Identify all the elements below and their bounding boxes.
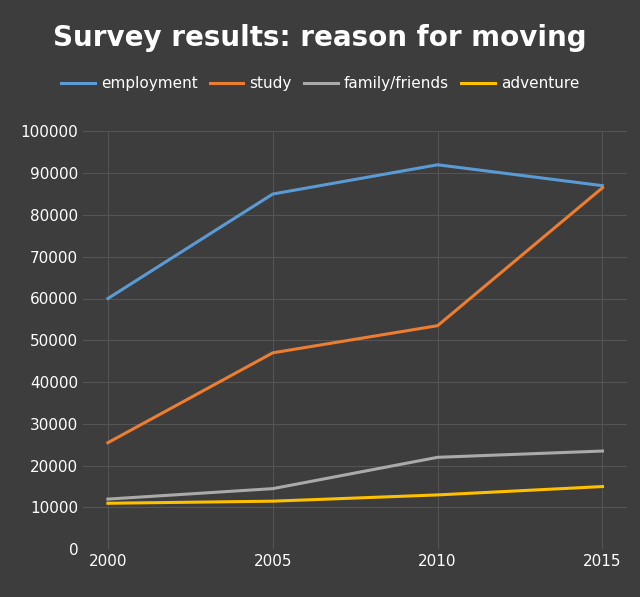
Line: employment: employment: [108, 165, 602, 298]
family/friends: [434, 454, 442, 461]
Line: family/friends: family/friends: [108, 451, 602, 499]
adventure: [269, 498, 276, 505]
adventure: [434, 491, 442, 498]
family/friends: [269, 485, 276, 492]
family/friends: [104, 496, 112, 503]
family/friends: [598, 448, 606, 455]
employment: [598, 182, 606, 189]
Line: study: study: [108, 187, 602, 443]
study: [104, 439, 112, 447]
employment: [269, 190, 276, 198]
study: [269, 349, 276, 356]
employment: [104, 295, 112, 302]
adventure: [598, 483, 606, 490]
Text: Survey results: reason for moving: Survey results: reason for moving: [53, 24, 587, 52]
Legend: employment, study, family/friends, adventure: employment, study, family/friends, adven…: [55, 70, 585, 97]
Line: adventure: adventure: [108, 487, 602, 503]
study: [598, 184, 606, 191]
employment: [434, 161, 442, 168]
adventure: [104, 500, 112, 507]
study: [434, 322, 442, 330]
